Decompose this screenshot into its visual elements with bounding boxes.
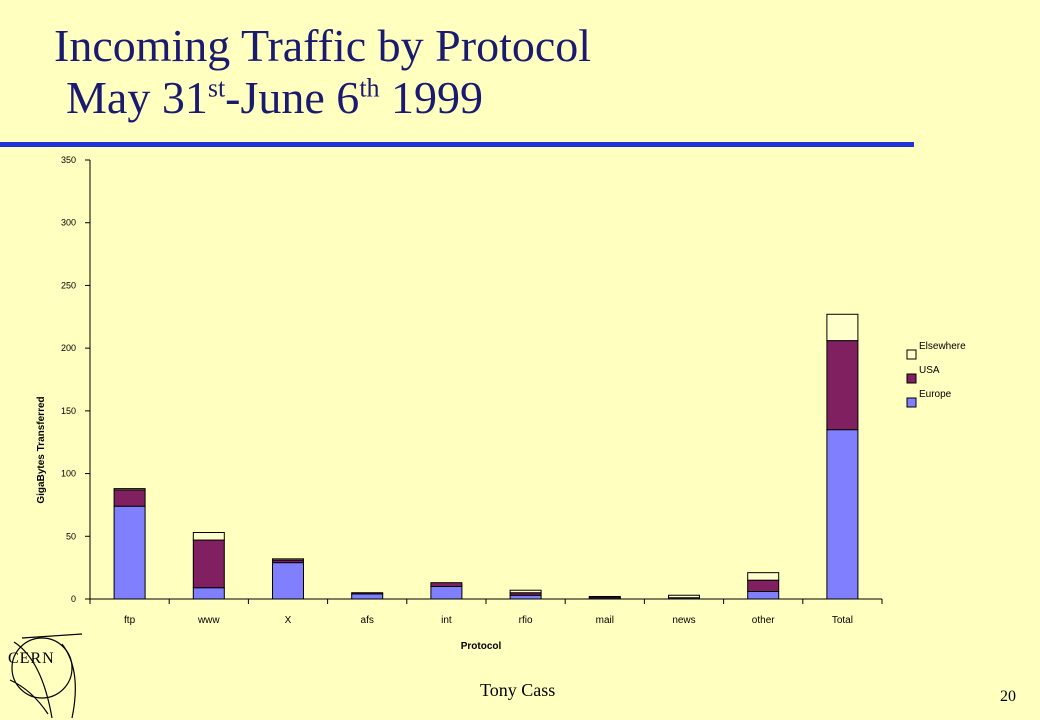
legend-swatch-europe: [906, 397, 917, 408]
bar-europe-int: [430, 585, 463, 600]
cern-logo-text: CERN: [8, 650, 55, 667]
bar-usa-int: [430, 582, 463, 587]
x-tick-label: rfio: [519, 615, 533, 626]
bar-europe-www: [192, 587, 225, 600]
x-tick-label: int: [441, 615, 452, 626]
title-year: 1999: [379, 72, 484, 123]
bar-europe-x: [272, 562, 304, 600]
y-tick-label: 200: [61, 343, 76, 353]
bar-elsewhere-rfio: [509, 589, 542, 594]
title-line-1: Incoming Traffic by Protocol: [54, 20, 592, 71]
title-line-2: May 31st-June 6th 1999: [54, 72, 591, 124]
bar-usa-other: [747, 579, 780, 592]
bar-elsewhere-ftp: [113, 488, 146, 491]
y-tick-label: 350: [61, 155, 76, 165]
x-tick-label: afs: [361, 615, 374, 626]
slide-title: Incoming Traffic by Protocol May 31st-Ju…: [54, 20, 591, 124]
bar-usa-mail: [588, 595, 621, 599]
x-tick-label: other: [752, 615, 775, 626]
legend-label-elsewhere: Elsewhere: [919, 341, 966, 352]
title-date-start: May 31: [66, 72, 208, 123]
bar-europe-total: [826, 429, 859, 600]
page-number: 20: [1000, 688, 1016, 705]
bar-elsewhere-total: [826, 313, 859, 342]
x-tick-label: news: [672, 615, 695, 626]
bar-europe-afs: [351, 593, 384, 600]
bar-usa-total: [826, 340, 859, 431]
x-tick-label: Total: [832, 615, 853, 626]
x-tick-label: www: [197, 615, 220, 626]
bar-elsewhere-news: [668, 594, 700, 599]
title-sup-th: th: [359, 73, 380, 103]
y-tick-label: 0: [71, 594, 76, 604]
chart-legend: Elsewhere USA Europe: [906, 341, 966, 408]
title-underline: [0, 142, 914, 147]
legend-swatch-elsewhere: [906, 349, 917, 360]
bar-usa-afs: [351, 592, 384, 595]
y-tick-label: 250: [61, 280, 76, 290]
y-tick-label: 50: [66, 531, 76, 541]
y-tick-label: 100: [61, 469, 76, 479]
legend-label-usa: USA: [919, 365, 940, 376]
y-tick-label: 300: [61, 218, 76, 228]
x-tick-label: X: [285, 615, 292, 626]
bar-europe-ftp: [113, 505, 146, 600]
bar-elsewhere-other: [747, 572, 780, 581]
bar-elsewhere-www: [192, 532, 225, 541]
bar-europe-rfio: [509, 594, 542, 600]
x-tick-label: mail: [596, 615, 614, 626]
legend-label-europe: Europe: [919, 389, 952, 400]
bar-usa-ftp: [113, 489, 146, 507]
bar-usa-www: [192, 539, 225, 589]
chart-bars: [113, 313, 859, 600]
bar-elsewhere-x: [272, 558, 304, 561]
x-tick-label: ftp: [124, 615, 136, 626]
x-axis-label: Protocol: [461, 641, 502, 652]
cern-logo: [9, 633, 83, 719]
author: Tony Cass: [480, 680, 556, 700]
legend-swatch-usa: [906, 373, 917, 384]
title-sup-st: st: [207, 73, 226, 103]
y-axis-label: GigaBytes Transferred: [36, 396, 47, 503]
title-date-end: -June 6: [225, 72, 360, 123]
y-tick-label: 150: [61, 406, 76, 416]
bar-europe-other: [747, 590, 780, 600]
